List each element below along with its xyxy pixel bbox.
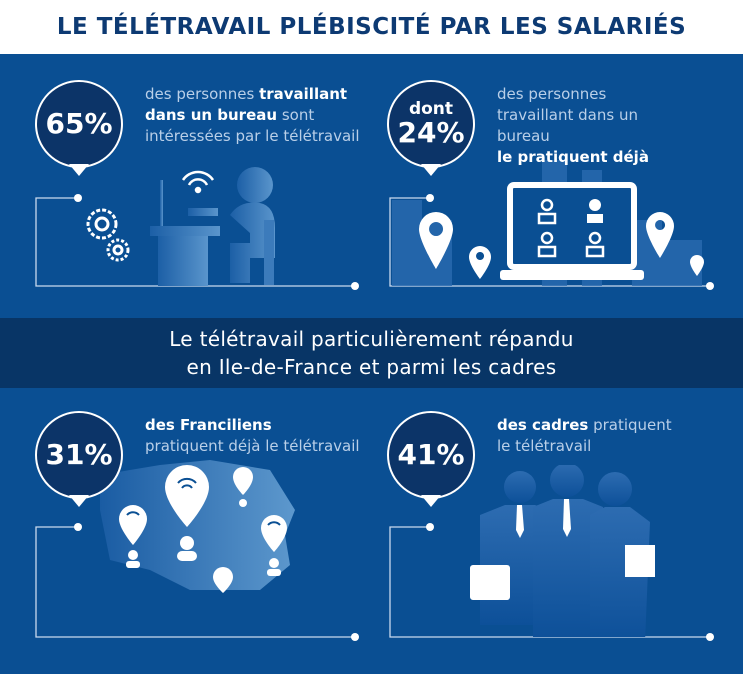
text: des personnes — [145, 85, 260, 103]
stat-bubble: 65% — [35, 80, 123, 180]
panel-65-percent: 65% des personnes travaillant dans un bu… — [35, 80, 385, 340]
briefcase-icon — [470, 565, 510, 600]
stat-bubble: 41% — [387, 411, 475, 511]
map-pin-icons — [419, 212, 704, 279]
stat-value: 65% — [45, 107, 113, 140]
panel-24-percent: dont 24% des personnes travaillant dans u… — [387, 80, 737, 340]
text: sont intéressées par le télétravail — [145, 106, 360, 145]
stat-prefix: dont — [408, 99, 454, 119]
section-banner: Le télétravail particulièrement répandu e… — [0, 318, 743, 388]
text-bold: le pratiquent déjà — [497, 148, 649, 166]
city-laptop-illustration — [392, 160, 704, 286]
gears-icon — [86, 208, 130, 262]
stat-bubble: 31% — [35, 411, 123, 511]
text: des personnes travaillant dans un bureau — [497, 85, 638, 145]
text-bold: des cadres — [497, 416, 589, 434]
wifi-pin-icons — [119, 465, 287, 593]
stat-description: des cadres pratiquent le télétravail — [497, 415, 687, 457]
stat-value: 24% — [397, 116, 465, 149]
shopping-bag-icon — [625, 545, 655, 577]
text-bold: travaillant dans un bureau — [145, 85, 348, 124]
text: pratiquent le télétravail — [497, 416, 672, 455]
ile-de-france-map-illustration — [100, 460, 295, 593]
stat-bubble: dont 24% — [387, 80, 475, 180]
panel-31-percent: 31% des Franciliens pratiquent déjà le té… — [35, 411, 385, 671]
panel-41-percent: 41% des cadres pratiquent le télétravail — [387, 411, 737, 671]
header: LE TÉLÉTRAVAIL PLÉBISCITÉ PAR LES SALARI… — [0, 0, 743, 54]
page-title: LE TÉLÉTRAVAIL PLÉBISCITÉ PAR LES SALARI… — [56, 14, 687, 40]
office-worker-illustration — [86, 167, 275, 286]
stat-description: des personnes travaillant dans un bureau… — [497, 84, 687, 168]
people-icons — [537, 198, 605, 258]
stat-value: 41% — [397, 438, 465, 471]
banner-line-2: en Ile-de-France et parmi les cadres — [186, 355, 557, 379]
stat-description: des personnes travaillant dans un bureau… — [145, 84, 385, 147]
stat-description: des Franciliens pratiquent déjà le télétr… — [145, 415, 385, 457]
banner-line-1: Le télétravail particulièrement répandu — [169, 327, 574, 351]
executives-illustration — [470, 465, 655, 637]
text-bold: des Franciliens — [145, 416, 272, 434]
wifi-icon — [181, 170, 215, 194]
stat-value: 31% — [45, 438, 113, 471]
text: pratiquent déjà le télétravail — [145, 437, 360, 455]
